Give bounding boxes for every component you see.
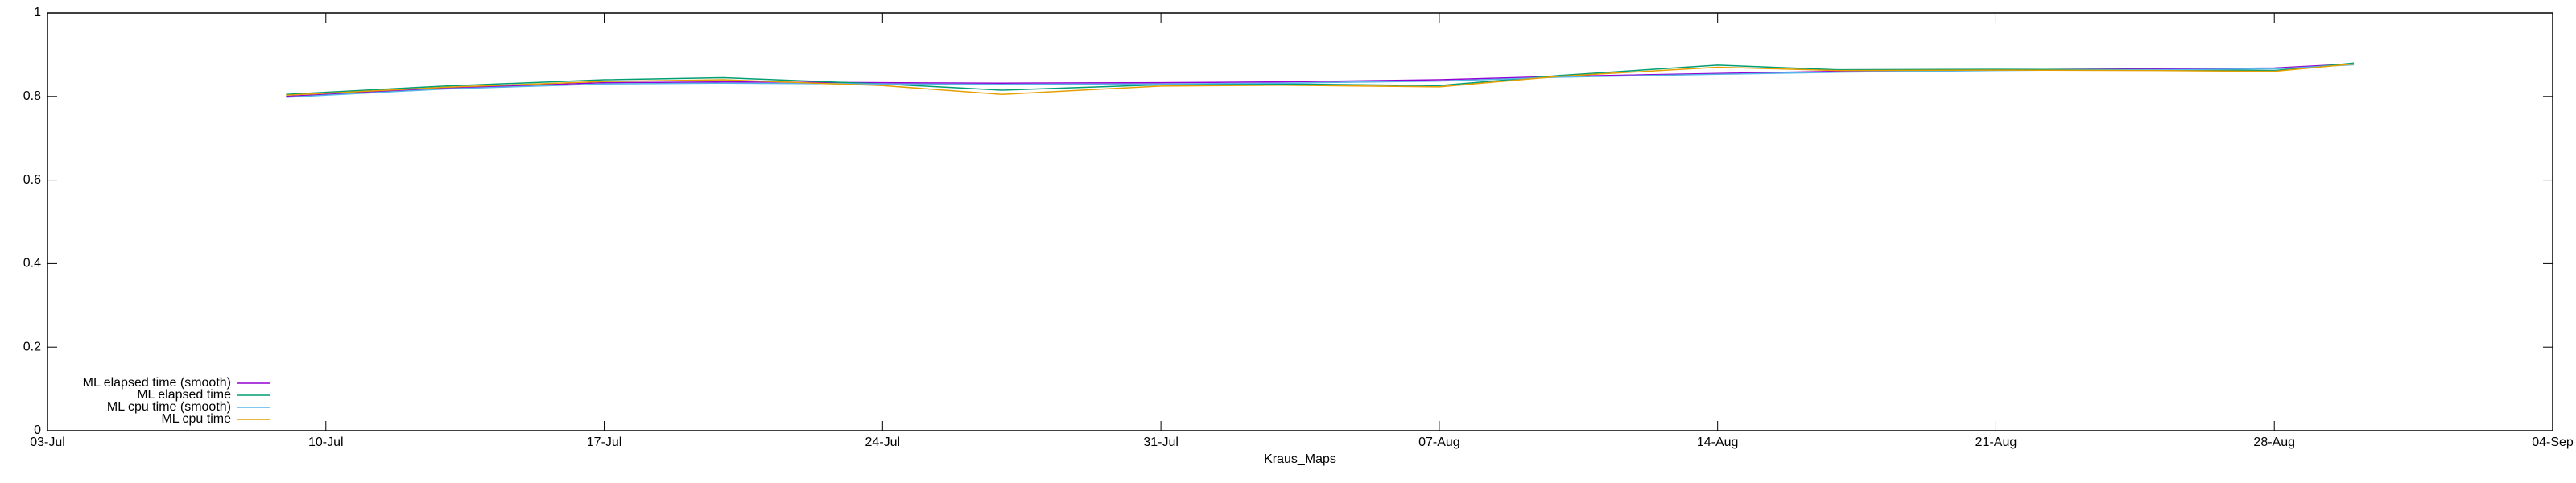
series-line [286,63,2355,96]
x-tick-label: 24-Jul [865,436,901,449]
y-tick-label: 1 [34,6,41,19]
legend-label: ML cpu time (smooth) [107,400,231,414]
x-tick-label: 10-Jul [308,436,344,449]
y-tick-label: 0.8 [23,89,41,103]
x-tick-label: 04-Sep [2532,436,2574,449]
y-tick-label: 0.4 [23,257,41,270]
series-line [286,62,2355,95]
x-tick-label: 07-Aug [1418,436,1460,449]
x-tick-label: 31-Jul [1143,436,1179,449]
x-tick-label: 14-Aug [1697,436,1739,449]
x-tick-label: 28-Aug [2253,436,2295,449]
legend-label: ML elapsed time [137,388,231,402]
x-axis-label: Kraus_Maps [1264,452,1336,466]
y-tick-label: 0 [34,423,41,437]
legend-label: ML cpu time [161,412,231,426]
x-tick-label: 21-Aug [1975,436,2017,449]
legend-label: ML elapsed time (smooth) [83,376,231,390]
x-tick-label: 03-Jul [30,436,65,449]
plot-frame [47,12,2553,431]
y-tick-label: 0.6 [23,173,41,187]
x-tick-label: 17-Jul [587,436,622,449]
y-tick-label: 0.2 [23,340,41,353]
